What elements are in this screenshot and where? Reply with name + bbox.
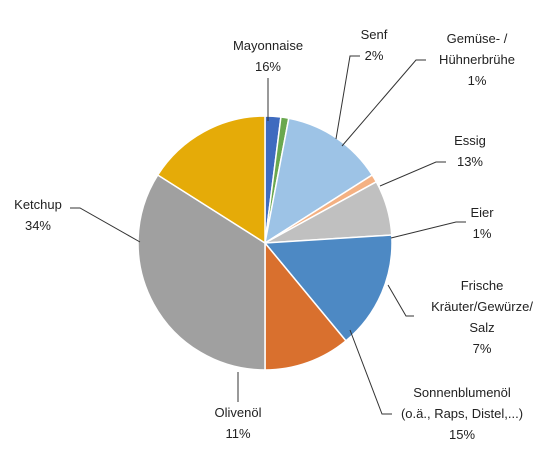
category-label: Senf [360, 27, 388, 42]
category-label: Frische Kräuter/Gewürze/ Salz [431, 278, 533, 335]
category-label: Mayonnaise [232, 38, 304, 53]
category-label: Olivenöl [214, 405, 262, 420]
value-label: 2% [364, 48, 384, 63]
leader-line [379, 161, 446, 187]
value-label: 15% [448, 427, 476, 442]
value-label: 1% [467, 73, 487, 88]
slice-label: Mayonnaise 16% [233, 35, 303, 77]
slice-label: Frische Kräuter/Gewürze/ Salz 7% [431, 275, 533, 359]
category-label: Ketchup [14, 197, 62, 212]
leader-line [70, 207, 141, 243]
value-label: 1% [472, 226, 492, 241]
leader-line [341, 59, 426, 147]
slice-label: Gemüse- / Hühnerbrühe 1% [439, 28, 515, 91]
slice-label: Senf 2% [361, 24, 388, 66]
leader-line [387, 284, 414, 317]
slices [137, 115, 393, 371]
leader-line [390, 221, 466, 239]
pie-slice [264, 240, 348, 371]
category-label: Sonnenblumenöl (o.ä., Raps, Distel,...) [400, 385, 524, 421]
slice-label: Ketchup 34% [14, 194, 62, 236]
category-label: Gemüse- / Hühnerbrühe [439, 31, 515, 67]
leader-line [335, 55, 360, 140]
leader-line [349, 329, 392, 415]
slice-label: Sonnenblumenöl (o.ä., Raps, Distel,...) 1… [401, 382, 523, 445]
value-label: 16% [254, 59, 282, 74]
value-label: 13% [456, 154, 484, 169]
value-label: 11% [225, 426, 251, 441]
category-label: Eier [470, 205, 494, 220]
pie-slice [156, 115, 266, 245]
slice-label: Essig 13% [454, 130, 486, 172]
value-label: 34% [24, 218, 52, 233]
category-label: Essig [454, 133, 486, 148]
slice-label: Olivenöl 11% [215, 402, 262, 444]
value-label: 7% [472, 341, 492, 356]
slice-label: Eier 1% [470, 202, 493, 244]
